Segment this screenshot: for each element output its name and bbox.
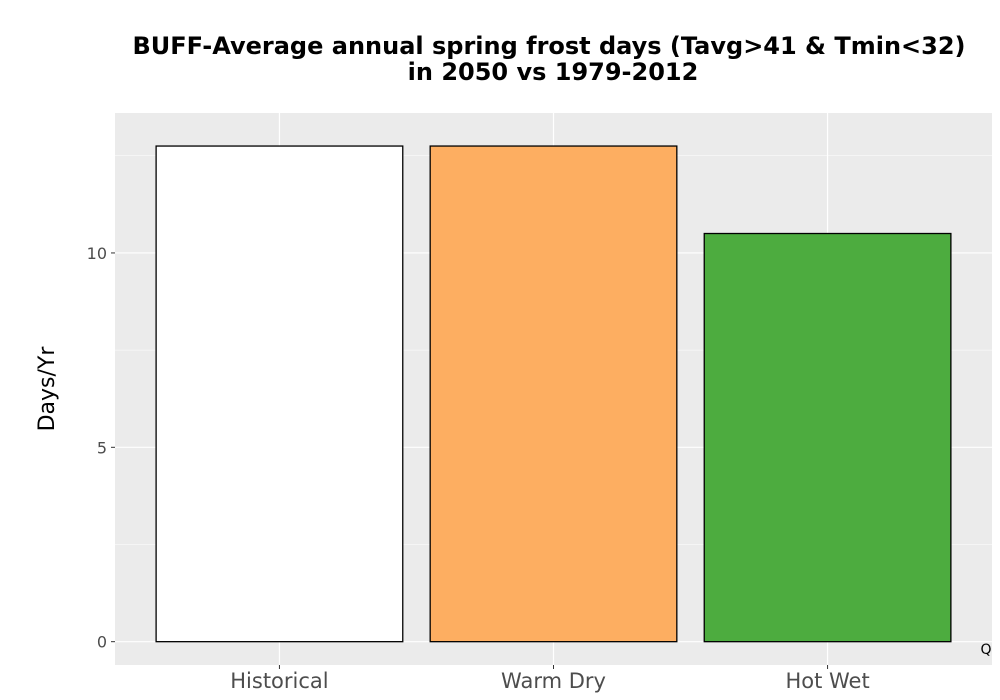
x-tick-label: Historical	[230, 669, 328, 693]
chart-title-line2: in 2050 vs 1979-2012	[408, 58, 699, 86]
chart-title-line1: BUFF-Average annual spring frost days (T…	[132, 32, 965, 60]
corner-label: Q	[980, 642, 991, 658]
y-axis-ticks: 0 5 10	[87, 244, 115, 652]
y-tick-label: 0	[97, 633, 107, 652]
y-tick-label: 5	[97, 438, 107, 457]
y-tick-label: 10	[87, 244, 107, 263]
x-axis-ticks: Historical Warm Dry Hot Wet	[230, 665, 870, 693]
bar-warm-dry	[429, 145, 678, 643]
bar-hot-wet	[703, 232, 952, 643]
bar-historical	[155, 145, 404, 643]
x-tick-label: Hot Wet	[785, 669, 869, 693]
x-tick-label: Warm Dry	[501, 669, 606, 693]
bars	[155, 145, 952, 643]
y-axis-label: Days/Yr	[35, 346, 60, 432]
